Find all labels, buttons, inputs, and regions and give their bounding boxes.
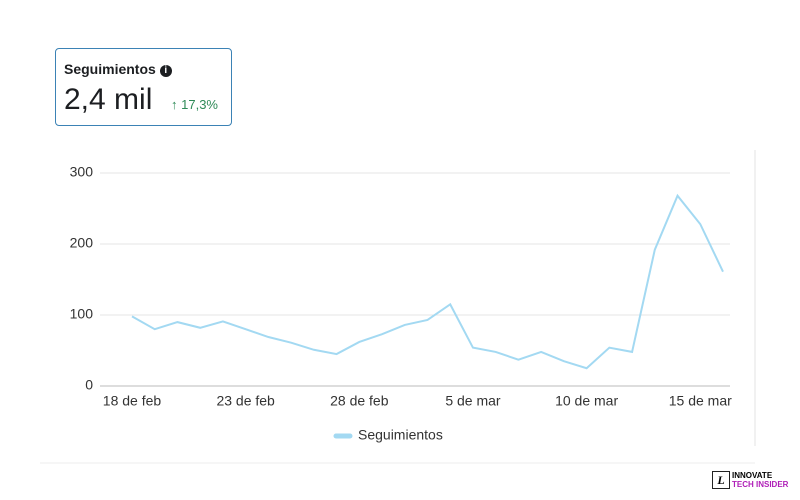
y-tick-label: 100	[70, 306, 94, 322]
card-change-row: ↑ 17,3%	[171, 97, 218, 112]
logo-line: INNOVATE	[732, 471, 773, 480]
x-tick-label: 10 de mar	[555, 393, 618, 409]
y-tick-label: 0	[85, 377, 93, 393]
card-title: Seguimientos	[64, 61, 156, 77]
x-tick-label: 28 de feb	[330, 393, 389, 409]
y-tick-label: 300	[70, 164, 94, 180]
x-tick-label: 15 de mar	[669, 393, 732, 409]
line	[131, 193, 724, 370]
x-tick-label: 23 de feb	[216, 393, 275, 409]
legend-label: Seguimientos	[358, 427, 443, 443]
logo-mark: L	[712, 471, 730, 489]
info-icon[interactable]: i	[159, 65, 172, 77]
y-tick-label: 200	[70, 235, 94, 251]
logo-text: INNOVATE TECH INSIDER	[732, 471, 788, 489]
card-value: 2,4 mil	[64, 83, 153, 116]
metric-card[interactable]: Seguimientos i 2,4 mil ↑ 17,3%	[55, 48, 232, 126]
logo-line: TECH INSIDER	[732, 480, 789, 489]
x-tick-label: 5 de mar	[445, 393, 501, 409]
card-title-row: Seguimientos i	[64, 61, 172, 77]
x-tick-label: 18 de feb	[103, 393, 162, 409]
logo: L INNOVATE TECH INSIDER	[712, 471, 788, 489]
arrow-icon: ↑	[171, 97, 182, 112]
card-change: 17,3%	[181, 97, 218, 112]
